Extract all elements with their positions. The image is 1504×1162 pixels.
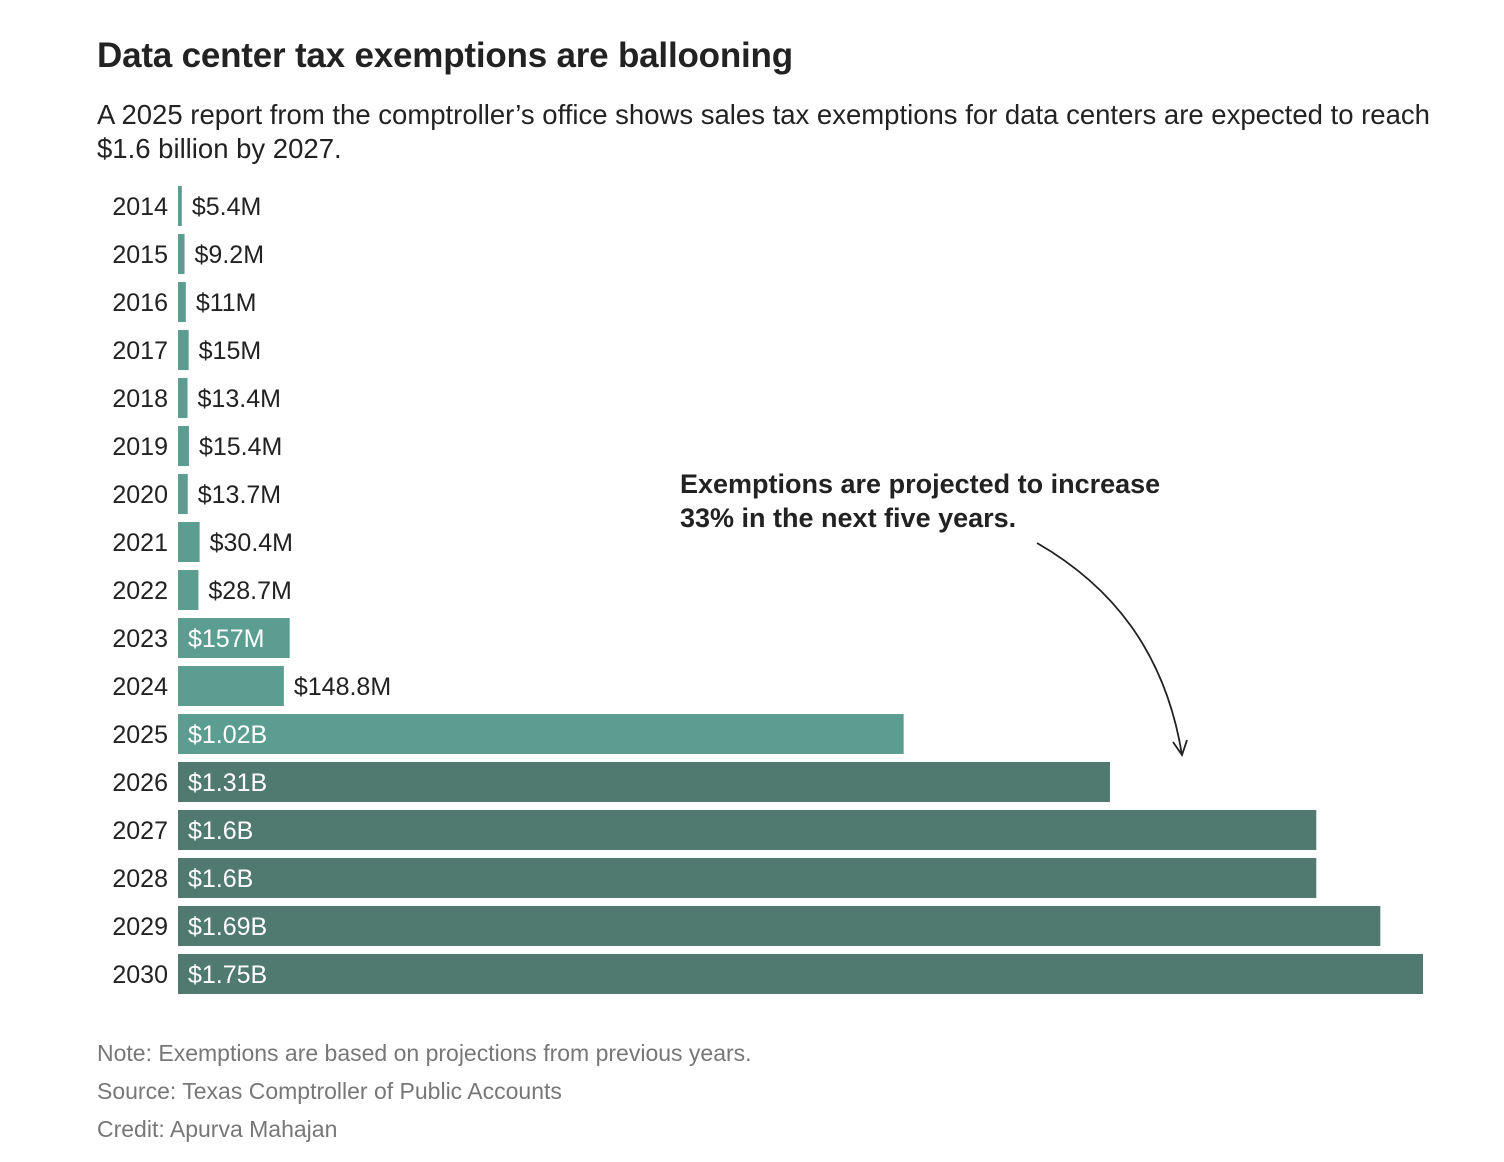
annotation-line-2: 33% in the next five years. [680,503,1017,533]
bar-2015 [178,234,185,274]
bar-2027 [178,810,1317,850]
year-label: 2024 [112,673,168,701]
chart-subtitle: A 2025 report from the comptroller’s off… [97,99,1430,164]
value-label: $11M [196,289,257,317]
value-label: $9.2M [195,241,264,269]
value-label: $1.02B [188,721,267,749]
year-label: 2018 [112,385,168,413]
annotation-arrow [1036,542,1183,756]
bar-2028 [178,858,1317,898]
bar-2016 [178,282,186,322]
bar-2021 [178,522,200,562]
year-label: 2022 [112,577,168,605]
bar-2023 [178,618,290,658]
value-label: $1.75B [188,961,267,989]
year-label: 2030 [112,961,168,989]
value-label: $1.69B [188,913,267,941]
value-label: $13.7M [198,481,281,509]
bar-2022 [178,570,199,610]
value-label: $30.4M [210,529,293,557]
value-label: $15.4M [199,433,282,461]
value-label: $1.31B [188,769,267,797]
annotation-line-1: Exemptions are projected to increase [680,469,1161,499]
year-label: 2017 [112,337,168,365]
value-label: $1.6B [188,817,253,845]
chart-title: Data center tax exemptions are balloonin… [97,36,793,75]
bar-2020 [178,474,188,514]
year-label: 2020 [112,481,168,509]
value-label: $1.6B [188,865,253,893]
footer-source: Source: Texas Comptroller of Public Acco… [97,1078,562,1104]
year-label: 2016 [112,289,168,317]
bar-2025 [178,714,904,754]
year-label: 2019 [112,433,168,461]
year-label: 2015 [112,241,168,269]
value-label: $5.4M [192,193,261,221]
year-label: 2025 [112,721,168,749]
year-label: 2029 [112,913,168,941]
bar-2029 [178,906,1381,946]
footer-note: Note: Exemptions are based on projection… [97,1040,752,1066]
value-label: $148.8M [294,673,391,701]
value-label: $28.7M [208,577,291,605]
year-label: 2023 [112,625,168,653]
bar-2024 [178,666,284,706]
bar-2019 [178,426,189,466]
bar-2018 [178,378,188,418]
year-label: 2027 [112,817,168,845]
value-label: $157M [188,625,264,653]
bar-2030 [178,954,1423,994]
footer-credit: Credit: Apurva Mahajan [97,1116,338,1142]
year-label: 2014 [112,193,168,221]
year-label: 2026 [112,769,168,797]
year-label: 2028 [112,865,168,893]
year-label: 2021 [112,529,168,557]
bar-2026 [178,762,1110,802]
bar-2014 [178,186,182,226]
value-label: $15M [199,337,262,365]
value-label: $13.4M [198,385,281,413]
annotation: Exemptions are projected to increase 33%… [680,467,1160,535]
bar-2017 [178,330,189,370]
annotation-arrowhead [1172,739,1188,757]
